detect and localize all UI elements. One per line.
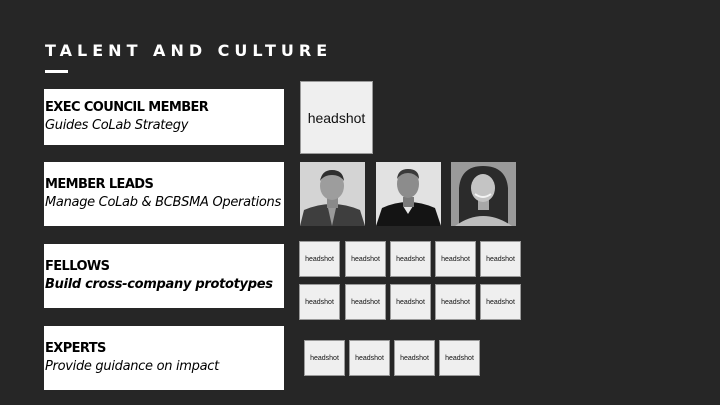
fellow-headshot-placeholder: headshot [390, 241, 431, 277]
title-underline [45, 70, 68, 73]
exec-council-description: Guides CoLab Strategy [45, 118, 189, 133]
fellow-headshot-placeholder: headshot [480, 284, 521, 320]
fellow-headshot-placeholder: headshot [345, 284, 386, 320]
member-leads-description: Manage CoLab & BCBSMA Operations [45, 195, 281, 210]
member-leads-box: MEMBER LEADS Manage CoLab & BCBSMA Opera… [44, 162, 284, 226]
fellow-headshot-placeholder: headshot [480, 241, 521, 277]
fellow-headshot-placeholder: headshot [345, 241, 386, 277]
experts-title: EXPERTS [45, 341, 106, 356]
fellow-headshot-placeholder: headshot [435, 241, 476, 277]
fellows-title: FELLOWS [45, 259, 110, 274]
expert-headshot-placeholder: headshot [304, 340, 345, 376]
experts-description: Provide guidance on impact [45, 359, 219, 374]
member-lead-photo-2 [376, 162, 441, 226]
fellows-description: Build cross-company prototypes [45, 277, 273, 292]
member-lead-photo-1 [300, 162, 365, 226]
fellow-headshot-placeholder: headshot [390, 284, 431, 320]
fellow-headshot-placeholder: headshot [435, 284, 476, 320]
experts-box: EXPERTS Provide guidance on impact [44, 326, 284, 390]
member-leads-title: MEMBER LEADS [45, 177, 154, 192]
expert-headshot-placeholder: headshot [439, 340, 480, 376]
slide-title: TALENT AND CULTURE [45, 41, 333, 60]
expert-headshot-placeholder: headshot [349, 340, 390, 376]
member-lead-photo-3 [451, 162, 516, 226]
exec-headshot-placeholder: headshot [300, 81, 373, 154]
exec-council-box: EXEC COUNCIL MEMBER Guides CoLab Strateg… [44, 89, 284, 145]
exec-council-title: EXEC COUNCIL MEMBER [45, 100, 209, 115]
fellow-headshot-placeholder: headshot [299, 241, 340, 277]
fellows-box: FELLOWS Build cross-company prototypes [44, 244, 284, 308]
fellow-headshot-placeholder: headshot [299, 284, 340, 320]
expert-headshot-placeholder: headshot [394, 340, 435, 376]
